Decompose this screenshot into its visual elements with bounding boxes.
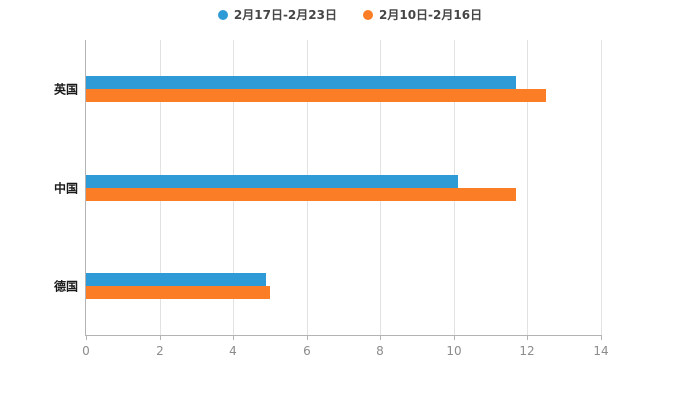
plot-area: 0 2 4 6 8 10 12 14 英国中国德国 (54, 40, 609, 358)
legend-label-week1: 2月10日-2月16日 (379, 8, 483, 22)
chart-legend: 2月17日-2月23日 2月10日-2月16日 (0, 6, 700, 23)
gridline-x-12 (527, 40, 528, 335)
bar-德国-series-0 (86, 273, 266, 286)
tick-mark-x-6 (307, 335, 308, 340)
tick-mark-x-12 (527, 335, 528, 340)
tick-mark-x-4 (233, 335, 234, 340)
legend-marker-blue-icon (217, 9, 228, 20)
bar-德国-series-1 (86, 286, 270, 299)
bar-英国-series-0 (86, 76, 516, 89)
tick-mark-x-14 (601, 335, 602, 340)
category-label-2: 德国 (53, 279, 78, 294)
tick-label-x-0: 0 (82, 344, 90, 358)
tick-label-x-4: 4 (229, 344, 237, 358)
tick-label-x-14: 14 (593, 344, 609, 358)
bar-中国-series-1 (86, 188, 516, 201)
bar-中国-series-0 (86, 175, 458, 188)
tick-mark-x-10 (454, 335, 455, 340)
legend-item-week1[interactable]: 2月10日-2月16日 (363, 6, 482, 23)
tick-label-x-2: 2 (156, 344, 164, 358)
tick-mark-x-0 (86, 335, 87, 340)
bar-英国-series-1 (86, 89, 546, 102)
tick-label-x-10: 10 (446, 344, 462, 358)
gridline-x-14 (601, 40, 602, 335)
tick-mark-x-2 (160, 335, 161, 340)
legend-label-week2: 2月17日-2月23日 (233, 8, 337, 22)
tick-label-x-6: 6 (303, 344, 311, 358)
category-label-0: 英国 (53, 82, 78, 97)
legend-item-week2[interactable]: 2月17日-2月23日 (217, 6, 337, 23)
tick-label-x-8: 8 (376, 344, 384, 358)
legend-marker-orange-icon (363, 9, 373, 20)
tick-mark-x-8 (380, 335, 381, 340)
category-label-1: 中国 (53, 181, 78, 196)
tick-label-x-12: 12 (519, 344, 535, 358)
